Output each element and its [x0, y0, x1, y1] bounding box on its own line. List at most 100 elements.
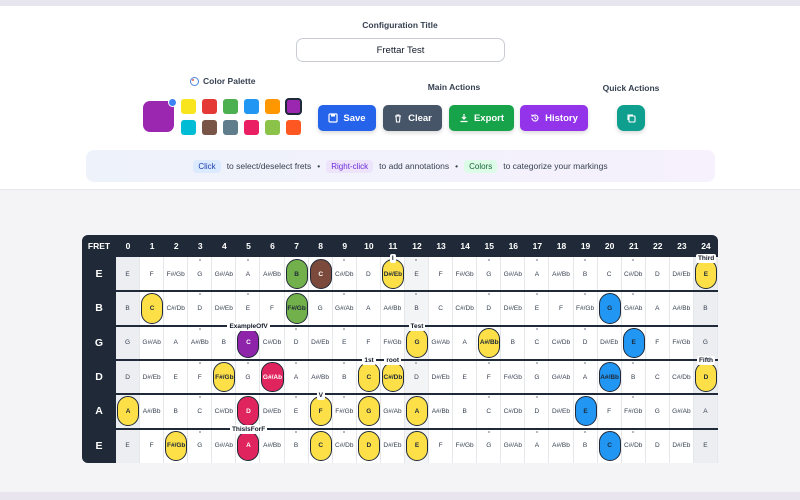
fret-cell[interactable]: B: [573, 257, 598, 292]
fret-cell[interactable]: F#/Gb: [573, 291, 598, 326]
color-swatch[interactable]: [244, 120, 259, 135]
fret-cell[interactable]: A: [573, 359, 598, 395]
fret-cell[interactable]: F: [549, 291, 574, 326]
fret-cell[interactable]: G: [308, 291, 333, 326]
fret-cell[interactable]: E: [693, 428, 718, 463]
config-title-input[interactable]: [296, 38, 505, 62]
fret-cell[interactable]: D#/Eb: [669, 428, 694, 463]
fret-cell[interactable]: A: [164, 325, 189, 360]
selected-note[interactable]: D: [237, 396, 260, 427]
fret-cell[interactable]: A: [356, 291, 381, 326]
fret-cell[interactable]: F: [597, 394, 622, 429]
fret-cell[interactable]: G#/Ab: [332, 291, 357, 326]
selected-note[interactable]: C: [309, 259, 332, 290]
selected-note[interactable]: G: [598, 293, 621, 324]
fret-cell[interactable]: D#/Eb: [212, 291, 237, 326]
selected-note[interactable]: D#/Eb: [381, 259, 404, 290]
fret-cell[interactable]: E: [116, 428, 141, 463]
fret-cell[interactable]: G#/Ab: [621, 291, 646, 326]
fret-cell[interactable]: D: [284, 325, 309, 360]
fret-cell[interactable]: D: [525, 394, 550, 429]
fret-cell[interactable]: F#/Gb: [621, 394, 646, 429]
fret-cell[interactable]: C#/Db: [621, 257, 646, 292]
color-swatch[interactable]: [181, 120, 196, 135]
fret-cell[interactable]: G: [188, 428, 213, 463]
selected-note[interactable]: E: [405, 430, 429, 461]
fret-cell[interactable]: B: [116, 291, 141, 326]
copy-button[interactable]: [617, 105, 645, 131]
fret-cell[interactable]: D#/Eb: [260, 394, 285, 429]
fret-cell[interactable]: B: [621, 359, 646, 395]
fret-cell[interactable]: C#/Db: [669, 359, 694, 395]
fret-cell[interactable]: G#/Ab: [212, 257, 237, 292]
selected-note[interactable]: C: [141, 293, 164, 324]
fret-cell[interactable]: D: [573, 325, 598, 360]
fret-cell[interactable]: C#/Db: [549, 325, 574, 360]
history-button[interactable]: History: [520, 105, 588, 131]
selected-note[interactable]: A#/Bb: [478, 327, 501, 358]
selected-note[interactable]: A#/Bb: [598, 361, 621, 393]
color-swatch[interactable]: [244, 99, 259, 114]
fret-cell[interactable]: G#/Ab: [380, 394, 405, 429]
fret-cell[interactable]: F: [188, 359, 213, 395]
fret-cell[interactable]: G#/Ab: [140, 325, 165, 360]
fret-cell[interactable]: G: [236, 359, 261, 395]
fret-cell[interactable]: C: [477, 394, 502, 429]
fret-cell[interactable]: F: [429, 428, 454, 463]
fret-cell[interactable]: G: [693, 325, 718, 360]
fret-cell[interactable]: E: [525, 291, 550, 326]
selected-note[interactable]: D: [694, 361, 717, 393]
selected-note[interactable]: C#/Db: [381, 361, 404, 393]
color-swatch[interactable]: [202, 99, 217, 114]
fret-cell[interactable]: C#/Db: [453, 291, 478, 326]
selected-note[interactable]: E: [574, 396, 597, 427]
fret-cell[interactable]: B: [284, 428, 309, 463]
selected-note[interactable]: G: [357, 396, 380, 427]
fret-cell[interactable]: C: [188, 394, 213, 429]
fret-cell[interactable]: D#/Eb: [597, 325, 622, 360]
fret-cell[interactable]: E: [164, 359, 189, 395]
color-swatch[interactable]: [265, 120, 280, 135]
fret-cell[interactable]: A#/Bb: [549, 428, 574, 463]
selected-color-swatch[interactable]: [143, 98, 177, 132]
fret-cell[interactable]: E: [116, 257, 141, 292]
fret-cell[interactable]: G: [116, 325, 141, 360]
fret-cell[interactable]: F#/Gb: [453, 257, 478, 292]
fret-cell[interactable]: E: [332, 325, 357, 360]
fret-cell[interactable]: C#/Db: [212, 394, 237, 429]
selected-note[interactable]: C: [309, 430, 332, 461]
fret-cell[interactable]: C#/Db: [164, 291, 189, 326]
fret-cell[interactable]: F: [429, 257, 454, 292]
fret-cell[interactable]: A#/Bb: [188, 325, 213, 360]
selected-note[interactable]: F: [309, 396, 332, 427]
fret-cell[interactable]: A#/Bb: [549, 257, 574, 292]
color-swatch[interactable]: [202, 120, 217, 135]
fret-cell[interactable]: E: [236, 291, 261, 326]
fret-cell[interactable]: A#/Bb: [380, 291, 405, 326]
fret-cell[interactable]: D#/Eb: [669, 257, 694, 292]
selected-note[interactable]: A: [117, 396, 140, 427]
fret-cell[interactable]: A: [645, 291, 670, 326]
fret-cell[interactable]: F: [260, 291, 285, 326]
fret-cell[interactable]: B: [332, 359, 357, 395]
fret-cell[interactable]: D#/Eb: [501, 291, 526, 326]
selected-note[interactable]: E: [694, 259, 717, 290]
fret-cell[interactable]: B: [693, 291, 718, 326]
fret-cell[interactable]: G#/Ab: [549, 359, 574, 395]
fret-cell[interactable]: D#/Eb: [308, 325, 333, 360]
selected-note[interactable]: C: [357, 361, 380, 393]
fret-cell[interactable]: G#/Ab: [212, 428, 237, 463]
fret-cell[interactable]: D: [477, 291, 502, 326]
fret-cell[interactable]: F: [140, 428, 165, 463]
color-swatch[interactable]: [223, 120, 238, 135]
fret-cell[interactable]: F#/Gb: [501, 359, 526, 395]
clear-button[interactable]: Clear: [383, 105, 442, 131]
fret-cell[interactable]: B: [501, 325, 526, 360]
selected-note[interactable]: G: [405, 327, 429, 358]
fret-cell[interactable]: F: [140, 257, 165, 292]
fret-cell[interactable]: G#/Ab: [429, 325, 454, 360]
color-swatch[interactable]: [285, 98, 302, 115]
selected-note[interactable]: D: [357, 430, 380, 461]
fret-cell[interactable]: E: [404, 257, 430, 292]
fret-cell[interactable]: C: [525, 325, 550, 360]
